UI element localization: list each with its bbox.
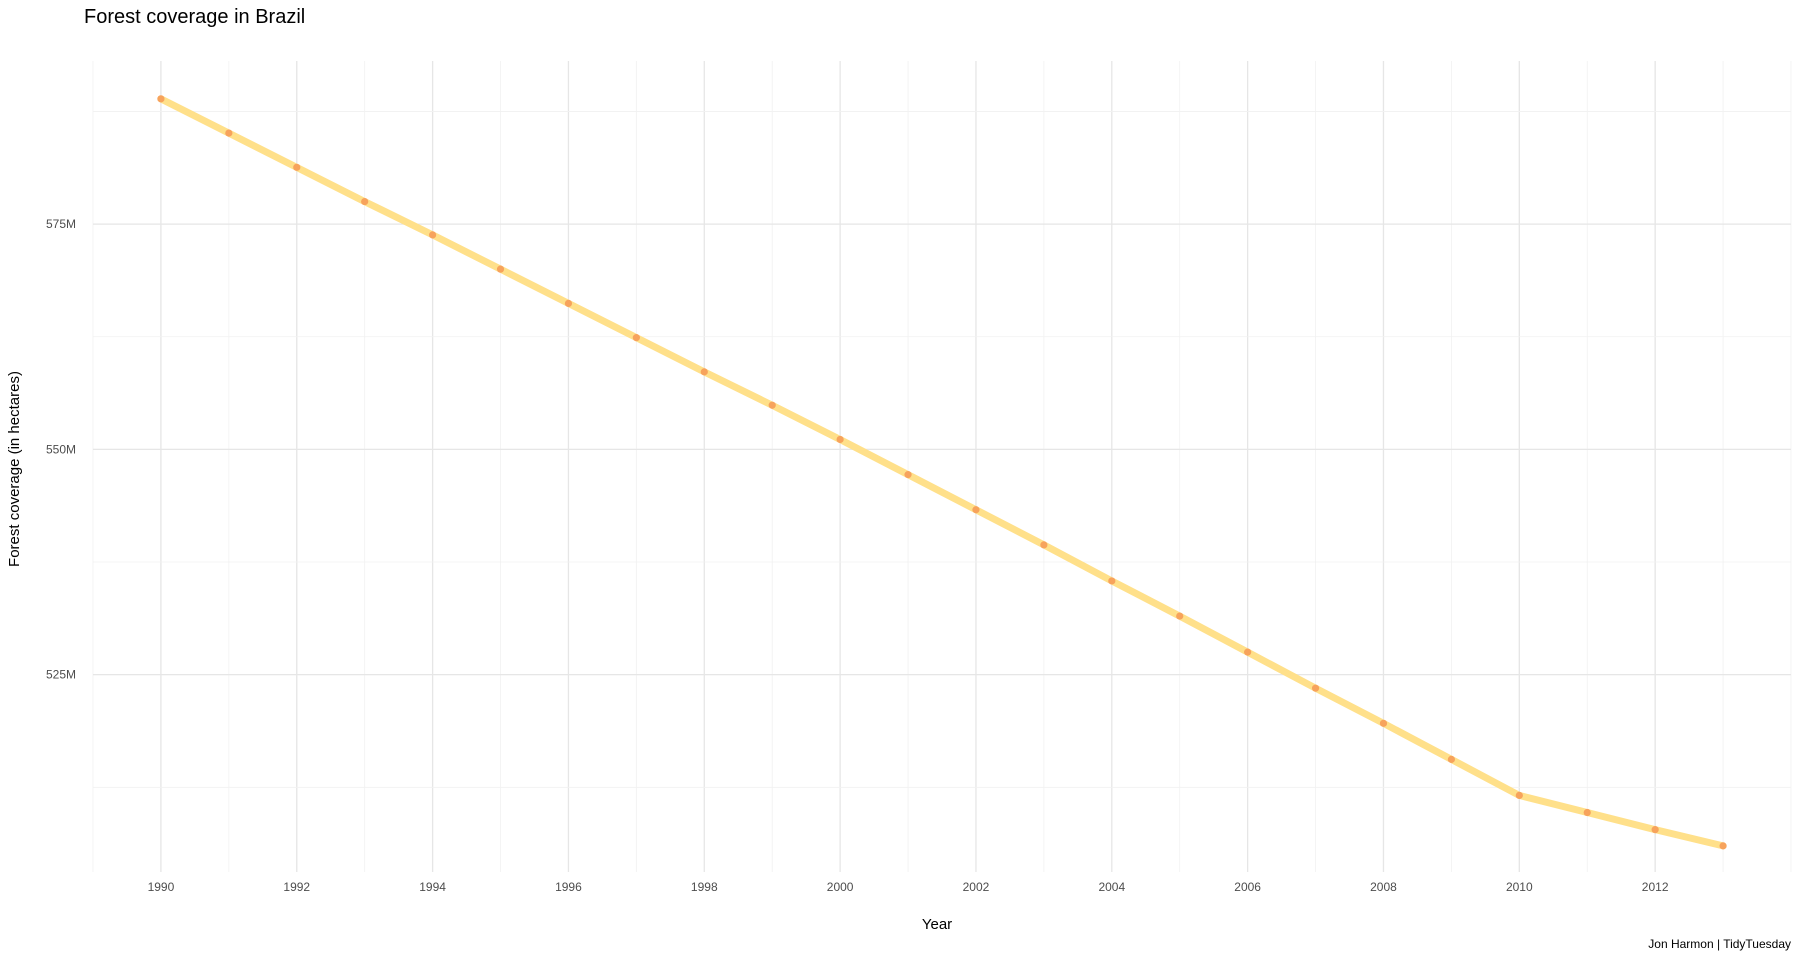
data-point [1040, 541, 1048, 549]
chart-title: Forest coverage in Brazil [84, 6, 305, 28]
data-point [1515, 791, 1523, 800]
data-point [293, 163, 301, 171]
data-point [1719, 842, 1727, 850]
data-point [429, 231, 437, 239]
x-tick-label: 1998 [691, 880, 718, 894]
x-axis-title: Year [922, 916, 952, 933]
data-point [1583, 808, 1591, 817]
data-point [632, 334, 640, 342]
y-axis-title: Forest coverage (in hectares) [6, 371, 23, 567]
data-point [1379, 719, 1388, 727]
data-point [1651, 826, 1659, 834]
point-group [157, 95, 1727, 850]
data-point [836, 435, 844, 444]
x-tick-label: 2000 [827, 880, 854, 894]
x-tick-label: 2008 [1370, 880, 1397, 894]
data-point [1447, 755, 1455, 763]
data-point [1108, 577, 1116, 585]
data-point [157, 95, 165, 103]
tick-labels: 1990 1992 1994 1996 1998 2000 2002 2004 2006 2008… [46, 217, 1669, 894]
x-tick-label: 2012 [1642, 880, 1669, 894]
x-tick-label: 2002 [963, 880, 990, 894]
x-tick-label: 1996 [555, 880, 582, 894]
series-line [157, 95, 1727, 850]
y-tick-label: 550M [46, 442, 76, 456]
y-tick-label: 525M [46, 668, 76, 682]
data-point [361, 197, 369, 206]
data-point [564, 299, 573, 307]
x-tick-label: 2006 [1234, 880, 1261, 894]
data-point [496, 265, 505, 273]
data-point [972, 506, 980, 514]
data-point [904, 471, 912, 479]
x-tick-label: 2010 [1506, 880, 1533, 894]
data-point [1311, 684, 1320, 692]
data-point [1176, 612, 1184, 620]
x-tick-label: 1994 [419, 880, 446, 894]
data-point [768, 401, 776, 409]
x-tick-label: 1992 [283, 880, 310, 894]
data-point [1244, 648, 1252, 656]
x-tick-label: 1990 [148, 880, 175, 894]
data-point [225, 129, 233, 137]
series-group [157, 95, 1727, 850]
y-tick-label: 575M [46, 217, 76, 231]
x-tick-label: 2004 [1098, 880, 1125, 894]
data-point [700, 368, 708, 376]
chart-caption: Jon Harmon | TidyTuesday [1648, 937, 1791, 951]
grid-lines [92, 61, 1792, 872]
